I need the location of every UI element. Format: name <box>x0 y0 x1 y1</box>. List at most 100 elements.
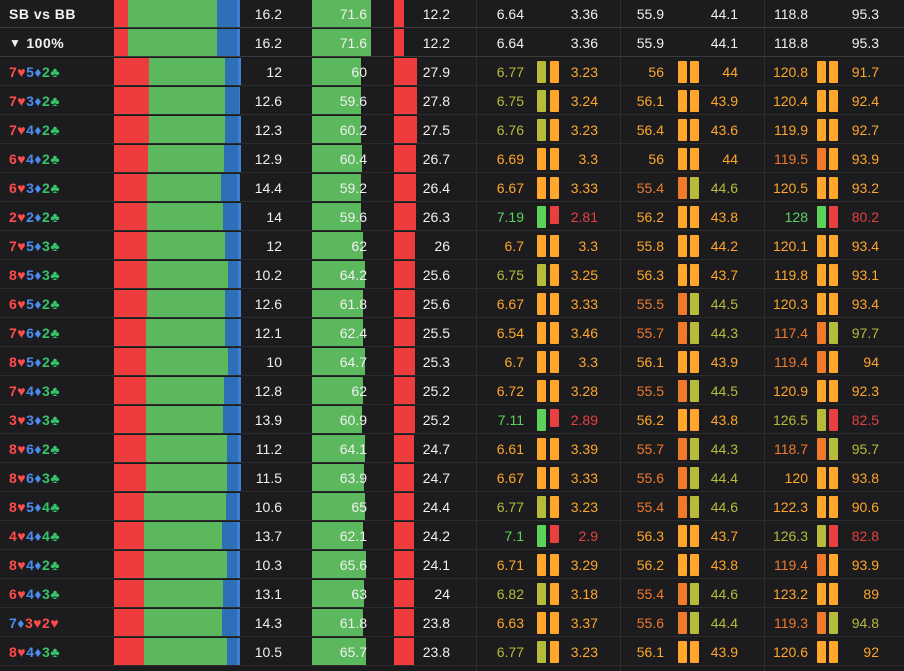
hand-label: 8♥ 6♦ 3♣ <box>0 464 112 491</box>
level-indicator <box>550 409 559 427</box>
value-cell: 6.82 <box>496 585 524 602</box>
value-cell: 93.4 <box>851 295 879 312</box>
value-cell: 55.4 <box>636 179 664 196</box>
value-cell: 10.5 <box>254 643 282 660</box>
raise-small-bar <box>237 609 240 636</box>
value-cell: 3.29 <box>570 556 598 573</box>
call-percent-bar <box>312 29 371 56</box>
value-cell: 56 <box>648 63 664 80</box>
hand-row[interactable]: 8♥ 5♦ 2♣ 10 64.7 25.3 6.7 3.3 56.1 43.9 119.4 94 <box>0 348 904 376</box>
value-cell: 6.63 <box>496 614 524 631</box>
raise-small-bar <box>237 0 240 27</box>
value-cell: 43.9 <box>710 643 738 660</box>
value-cell: 25.6 <box>422 266 450 283</box>
level-indicator <box>817 438 826 460</box>
level-indicator <box>817 525 826 547</box>
value-cell: 120 <box>784 469 808 486</box>
summary-row[interactable]: SB vs BB 16.2 71.6 12.2 6.64 3.36 55.9 44.1 118.… <box>0 0 904 28</box>
raise-small-bar <box>238 290 241 317</box>
card: 6♦ <box>26 469 43 486</box>
level-indicator <box>550 438 559 460</box>
value-cell: 56.4 <box>636 121 664 138</box>
card: 2♣ <box>42 92 61 109</box>
value-cell: 60.9 <box>339 411 367 428</box>
value-cell: 118.7 <box>774 440 808 457</box>
value-cell: 62.1 <box>339 527 367 544</box>
value-cell: 23.8 <box>422 614 450 631</box>
call-bar <box>144 551 227 578</box>
raise-small-bar <box>238 348 241 375</box>
value-cell: 61.8 <box>339 295 367 312</box>
value-cell: 56.1 <box>636 353 664 370</box>
hand-row[interactable]: 7♥ 5♦ 2♣ 12 60 27.9 6.77 3.23 56 44 120.8 91.7 <box>0 58 904 86</box>
card: 2♣ <box>42 63 61 80</box>
raise-bar <box>223 406 238 433</box>
card: 5♦ <box>26 266 43 283</box>
level-indicator <box>817 583 826 605</box>
call-bar <box>146 406 223 433</box>
fold-percent-bar <box>394 493 414 520</box>
raise-small-bar <box>238 58 241 85</box>
hand-row[interactable]: 8♥ 6♦ 3♣ 11.5 63.9 24.7 6.67 3.33 55.6 44.4 120 93.… <box>0 464 904 492</box>
level-indicator <box>678 380 687 402</box>
fold-bar <box>114 0 128 27</box>
card: 3♦ <box>26 92 43 109</box>
call-bar <box>147 232 225 259</box>
hand-row[interactable]: 8♥ 4♦ 2♣ 10.3 65.6 24.1 6.71 3.29 56.2 43.8 119.4 9… <box>0 551 904 579</box>
hand-row[interactable]: 3♥ 3♦ 3♣ 13.9 60.9 25.2 7.11 2.89 56.2 43.8 126.5 8… <box>0 406 904 434</box>
raise-bar <box>227 638 237 665</box>
column-divider <box>764 0 765 671</box>
card: 6♥ <box>9 295 27 312</box>
hand-row[interactable]: 8♥ 5♦ 4♣ 10.6 65 24.4 6.77 3.23 55.4 44.6 122.3 90.… <box>0 493 904 521</box>
call-percent-bar <box>312 174 361 201</box>
hand-row[interactable]: 8♥ 6♦ 2♣ 11.2 64.1 24.7 6.61 3.39 55.7 44.3 118.7 9… <box>0 435 904 463</box>
fold-percent-bar <box>394 522 414 549</box>
level-indicator <box>817 119 826 141</box>
value-cell: 120.9 <box>772 382 808 399</box>
level-indicator <box>678 409 687 431</box>
call-percent-bar <box>312 609 363 636</box>
card: 7♦ <box>9 614 25 631</box>
card: 7♥ <box>9 121 27 138</box>
card: 2♣ <box>42 179 61 196</box>
value-cell: 60 <box>351 63 367 80</box>
value-cell: 91.7 <box>851 63 879 80</box>
hand-row[interactable]: 7♥ 6♦ 2♣ 12.1 62.4 25.5 6.54 3.46 55.7 44.3 117.4 9… <box>0 319 904 347</box>
value-cell: 56 <box>648 150 664 167</box>
value-cell: 95.7 <box>851 440 879 457</box>
level-indicator <box>817 264 826 286</box>
level-indicator <box>817 61 826 83</box>
hand-row[interactable]: 6♥ 3♦ 2♣ 14.4 59.2 26.4 6.67 3.33 55.4 44.6 120.5 9… <box>0 174 904 202</box>
hand-row[interactable]: 7♦ 3♥ 2♥ 14.3 61.8 23.8 6.63 3.37 55.6 44.4 119.3 9… <box>0 609 904 637</box>
hand-row[interactable]: 7♥ 4♦ 3♣ 12.8 62 25.2 6.72 3.28 55.5 44.5 120.9 92.… <box>0 377 904 405</box>
hand-row[interactable]: 4♥ 4♦ 4♣ 13.7 62.1 24.2 7.1 2.9 56.3 43.7 126.3 82.… <box>0 522 904 550</box>
value-cell: 122.3 <box>772 498 808 515</box>
call-percent-bar <box>312 290 363 317</box>
summary-row[interactable]: ▼ 100% 16.2 71.6 12.2 6.64 3.36 55.9 44.1 118.8 95… <box>0 29 904 57</box>
level-indicator <box>550 612 559 634</box>
hand-row[interactable]: 2♥ 2♦ 2♣ 14 59.6 26.3 7.19 2.81 56.2 43.8 128 80.2 <box>0 203 904 231</box>
hand-row[interactable]: 8♥ 5♦ 3♣ 10.2 64.2 25.6 6.75 3.25 56.3 43.7 119.8 9… <box>0 261 904 289</box>
value-cell: 56.3 <box>636 266 664 283</box>
hand-row[interactable]: 7♥ 5♦ 3♣ 12 62 26 6.7 3.3 55.8 44.2 120.1 93.4 <box>0 232 904 260</box>
hand-row[interactable]: 6♥ 4♦ 3♣ 13.1 63 24 6.82 3.18 55.4 44.6 123.2 89 <box>0 580 904 608</box>
hand-row[interactable]: 7♥ 4♦ 2♣ 12.3 60.2 27.5 6.76 3.23 56.4 43.6 119.9 9… <box>0 116 904 144</box>
value-cell: 56.2 <box>636 556 664 573</box>
hand-row[interactable]: 7♥ 3♦ 2♣ 12.6 59.6 27.8 6.75 3.24 56.1 43.9 120.4 9… <box>0 87 904 115</box>
call-bar <box>147 174 221 201</box>
hand-row[interactable]: 6♥ 4♦ 2♣ 12.9 60.4 26.7 6.69 3.3 56 44 119.5 93.9 <box>0 145 904 173</box>
filter-icon[interactable]: ▼ <box>9 35 22 50</box>
hand-label: 8♥ 5♦ 3♣ <box>0 261 112 288</box>
card: 8♥ <box>9 469 27 486</box>
call-bar <box>128 0 217 27</box>
card: 4♦ <box>26 556 43 573</box>
value-cell: 56.2 <box>636 208 664 225</box>
value-cell: 128 <box>784 208 808 225</box>
level-indicator <box>690 641 699 663</box>
value-cell: 55.5 <box>636 295 664 312</box>
hand-row[interactable]: 6♥ 5♦ 2♣ 12.6 61.8 25.6 6.67 3.33 55.5 44.5 120.3 9… <box>0 290 904 318</box>
hand-row[interactable]: 8♥ 4♦ 3♣ 10.5 65.7 23.8 6.77 3.23 56.1 43.9 120.6 9… <box>0 638 904 666</box>
value-cell: 93.9 <box>851 150 879 167</box>
column-divider <box>620 0 621 671</box>
fold-bar <box>114 145 148 172</box>
